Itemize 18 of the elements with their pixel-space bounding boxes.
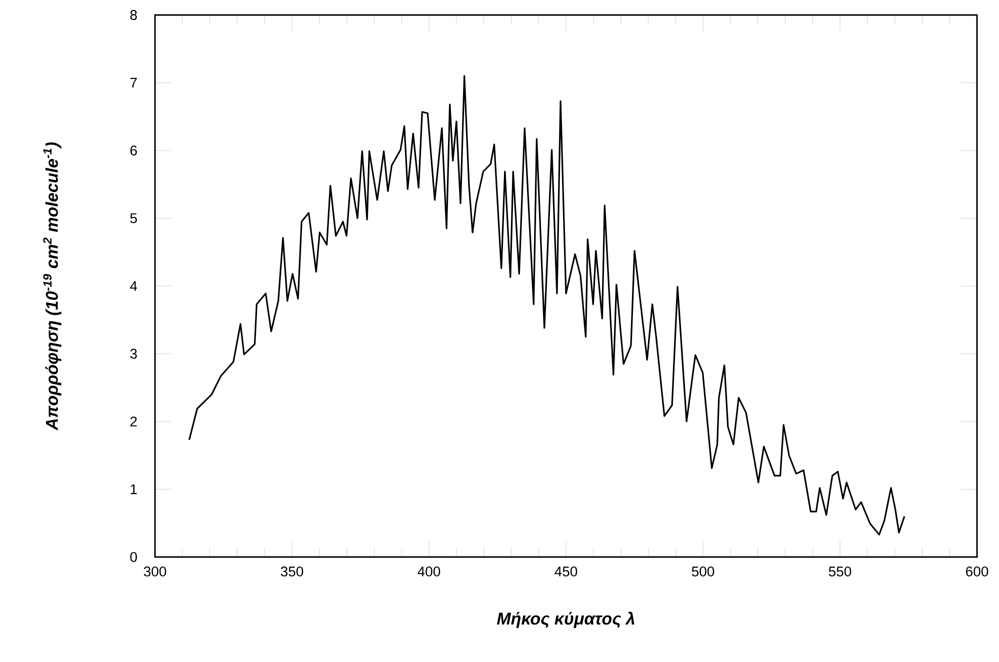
x-tick-label: 300 <box>144 566 166 576</box>
y-tick-label: 0 <box>130 552 137 562</box>
x-tick-label: 400 <box>418 566 440 576</box>
y-tick-label: 7 <box>130 78 137 88</box>
y-tick-label: 1 <box>130 484 137 494</box>
x-tick-label: 500 <box>692 566 714 576</box>
y-tick-label: 3 <box>130 348 137 359</box>
x-tick-label: 600 <box>966 566 988 576</box>
y-tick-label: 8 <box>130 10 137 20</box>
x-tick-label: 450 <box>554 566 578 576</box>
y-tick-label: 5 <box>130 213 137 224</box>
y-tick-label: 6 <box>130 146 137 156</box>
y-axis-title: Απορρόφηση (10$^{-19}$ cm$^{2}$ molecule$^{-1}$) <box>43 142 62 430</box>
y-tick-label: 4 <box>130 281 138 291</box>
x-axis-title: Μήκος κύματος λ <box>496 612 634 628</box>
x-tick-label: 550 <box>828 566 852 576</box>
y-tick-label: 2 <box>130 416 137 426</box>
x-tick-label: 350 <box>280 566 304 576</box>
